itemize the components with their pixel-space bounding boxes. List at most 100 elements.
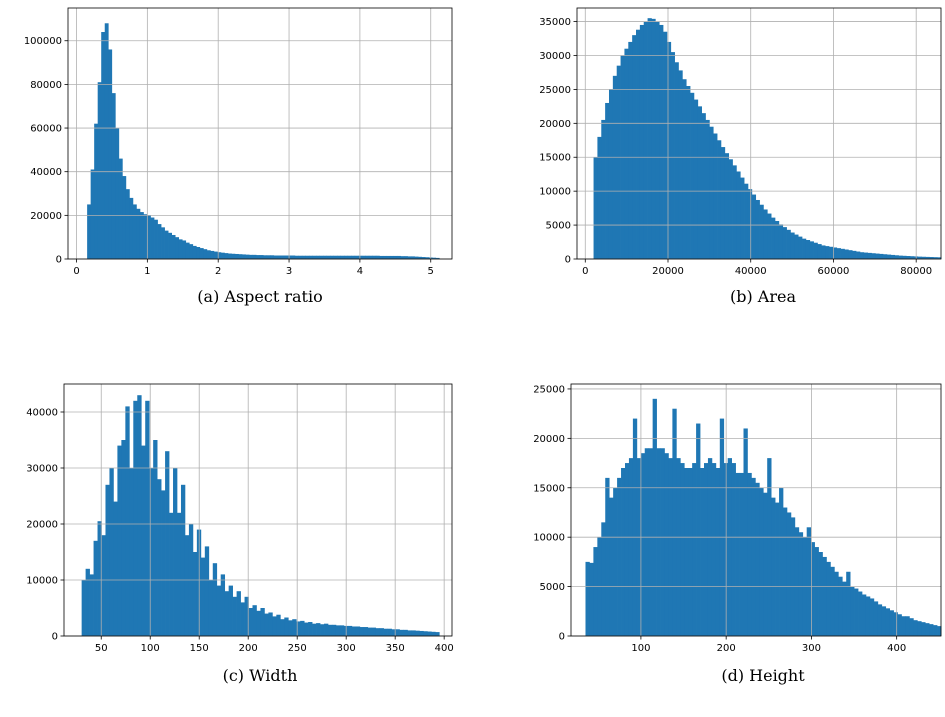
histogram-bar xyxy=(300,620,305,636)
histogram-bar xyxy=(838,576,843,636)
histogram-bar xyxy=(435,632,440,636)
histogram-bar xyxy=(252,254,257,259)
histogram-bar xyxy=(324,623,329,636)
x-tick-label: 100 xyxy=(141,643,160,654)
y-tick-label: 40000 xyxy=(26,408,58,419)
x-tick-label: 200 xyxy=(717,643,736,654)
histogram-bar xyxy=(351,255,356,259)
y-tick-label: 5000 xyxy=(540,582,565,593)
histogram-bar xyxy=(605,477,610,636)
histogram-bar xyxy=(790,517,796,636)
histogram-bar xyxy=(871,253,876,259)
histogram-bar xyxy=(387,628,392,636)
histogram-bar xyxy=(720,147,726,259)
histogram-bar xyxy=(856,251,861,259)
histogram-bar xyxy=(379,628,384,636)
x-tick-label: 350 xyxy=(386,643,405,654)
bars xyxy=(593,18,942,260)
histogram-bar xyxy=(643,21,648,259)
histogram-bar xyxy=(379,255,384,259)
histogram-bar xyxy=(929,624,934,636)
histogram-bar xyxy=(767,213,772,259)
histogram-bar xyxy=(715,468,721,636)
histogram-bar xyxy=(371,627,377,636)
histogram-bar xyxy=(273,255,278,259)
histogram-bar xyxy=(897,614,902,636)
histogram-bar xyxy=(601,119,606,260)
histogram-bar xyxy=(886,254,892,259)
histogram-bar xyxy=(902,255,907,259)
histogram-bar xyxy=(97,82,102,260)
histogram-bar xyxy=(609,497,614,636)
histogram-bar xyxy=(266,255,271,259)
histogram-bar xyxy=(294,255,299,259)
histogram-bar xyxy=(743,428,748,636)
histogram-bar xyxy=(217,252,222,259)
histogram-bar xyxy=(840,248,845,259)
histogram-bar xyxy=(363,627,369,636)
histogram-bar xyxy=(308,622,313,636)
histogram-bar xyxy=(220,252,225,259)
y-tick-label: 20000 xyxy=(533,434,565,445)
y-tick-label: 25000 xyxy=(533,384,565,395)
histogram-bar xyxy=(782,227,787,259)
histogram-bar xyxy=(386,255,391,259)
histogram-bar xyxy=(121,440,126,636)
histogram-bar xyxy=(403,629,408,636)
y-tick-label: 20000 xyxy=(539,119,571,130)
histogram-bar xyxy=(893,612,898,636)
histogram-bar xyxy=(427,631,432,636)
histogram-bar xyxy=(117,445,122,636)
histogram-bar xyxy=(367,627,373,636)
histogram-bar xyxy=(802,238,807,259)
histogram-bar xyxy=(865,596,871,636)
histogram-bar xyxy=(111,93,116,260)
histogram-bar xyxy=(846,571,851,636)
y-tick-label: 5000 xyxy=(546,221,571,232)
histogram-bar xyxy=(639,24,645,260)
histogram-bar xyxy=(867,252,872,259)
histogram-bar xyxy=(129,468,134,636)
histogram-bar xyxy=(605,102,610,259)
histogram-bar xyxy=(97,521,102,636)
histogram-bar xyxy=(739,472,744,636)
histogram-bar xyxy=(709,126,714,259)
histogram-bar xyxy=(94,123,99,260)
y-tick-label: 15000 xyxy=(533,483,565,494)
histogram-bar xyxy=(312,623,317,636)
y-tick-label: 30000 xyxy=(26,464,58,475)
x-tick-label: 400 xyxy=(887,643,906,654)
histogram-bar xyxy=(727,458,732,636)
histogram-bar xyxy=(161,227,165,259)
histogram-bar xyxy=(672,408,677,636)
histogram-bar xyxy=(898,255,903,259)
histogram-bar xyxy=(759,204,764,259)
histogram-bar xyxy=(399,629,404,636)
y-tick-label: 0 xyxy=(559,632,565,643)
histogram-bar xyxy=(836,248,841,259)
histogram-bar xyxy=(354,255,359,259)
histogram-bar xyxy=(421,257,426,259)
x-tick-label: 20000 xyxy=(652,266,684,277)
histogram-bar xyxy=(810,542,815,636)
histogram-bar xyxy=(655,21,660,259)
x-tick-label: 300 xyxy=(337,643,356,654)
histogram-bar xyxy=(806,527,811,636)
histogram-bar xyxy=(242,254,246,259)
histogram-bar xyxy=(632,418,638,636)
histogram-bar xyxy=(149,468,154,636)
histogram-bar xyxy=(365,255,370,259)
histogram-bar xyxy=(700,468,705,636)
histogram-bar xyxy=(686,86,691,259)
histogram-bar xyxy=(264,613,269,636)
histogram-bar xyxy=(906,256,911,259)
histogram-bar xyxy=(612,75,618,259)
histogram-bar xyxy=(818,552,823,636)
histogram-a: 0 1 2 3 4 5 0 20000 40000 60000 80000 100000 xyxy=(24,7,453,277)
histogram-bar xyxy=(825,246,830,259)
y-tick-label: 0 xyxy=(52,632,58,643)
histogram-bar xyxy=(145,400,150,636)
histogram-bar xyxy=(873,601,879,636)
y-tick-label: 40000 xyxy=(30,167,62,178)
histogram-bar xyxy=(375,255,380,259)
